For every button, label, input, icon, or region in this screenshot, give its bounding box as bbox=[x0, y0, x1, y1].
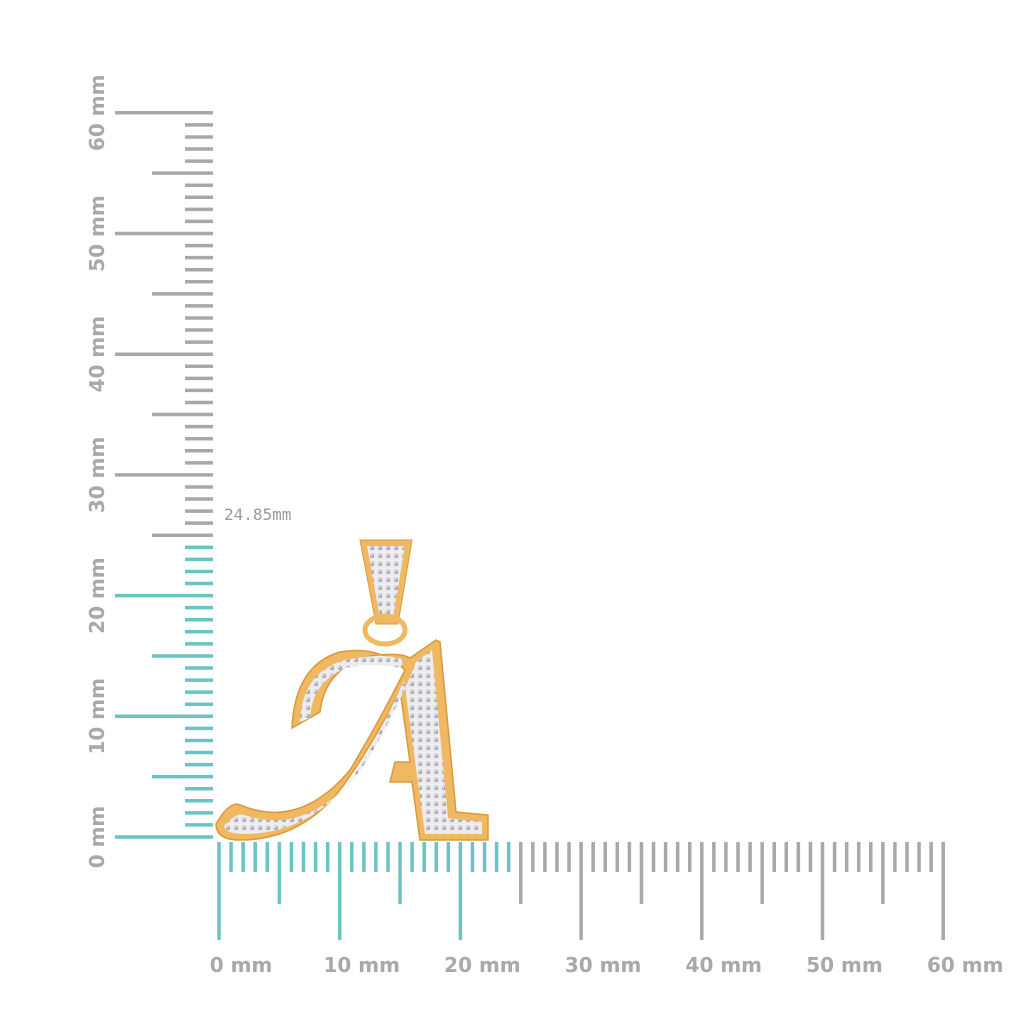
vertical-ruler-label: 10 mm bbox=[85, 678, 109, 754]
horizontal-ruler-label: 0 mm bbox=[210, 953, 273, 977]
horizontal-ruler-label: 10 mm bbox=[323, 953, 399, 977]
horizontal-ruler-label: 60 mm bbox=[927, 953, 1003, 977]
pendant-bail bbox=[359, 539, 413, 647]
vertical-ruler-label: 50 mm bbox=[85, 195, 109, 271]
horizontal-ruler bbox=[217, 842, 945, 940]
height-measurement-label: 24.85mm bbox=[224, 505, 291, 524]
vertical-ruler-label: 40 mm bbox=[85, 316, 109, 392]
horizontal-ruler-label: 50 mm bbox=[806, 953, 882, 977]
vertical-ruler-label: 30 mm bbox=[85, 437, 109, 513]
pendant-image bbox=[215, 539, 489, 841]
vertical-ruler-label: 0 mm bbox=[85, 806, 109, 869]
vertical-ruler-labels: 0 mm 10 mm 20 mm 30 mm 40 mm 50 mm 60 mm bbox=[85, 75, 109, 869]
vertical-ruler-label: 60 mm bbox=[85, 75, 109, 151]
horizontal-ruler-labels: 0 mm 10 mm 20 mm 30 mm 40 mm 50 mm 60 mm bbox=[210, 953, 1004, 977]
horizontal-ruler-label: 30 mm bbox=[565, 953, 641, 977]
horizontal-ruler-label: 40 mm bbox=[686, 953, 762, 977]
pendant-letter-a bbox=[215, 639, 489, 841]
vertical-ruler bbox=[115, 111, 213, 839]
vertical-ruler-label: 20 mm bbox=[85, 557, 109, 633]
horizontal-ruler-label: 20 mm bbox=[444, 953, 520, 977]
